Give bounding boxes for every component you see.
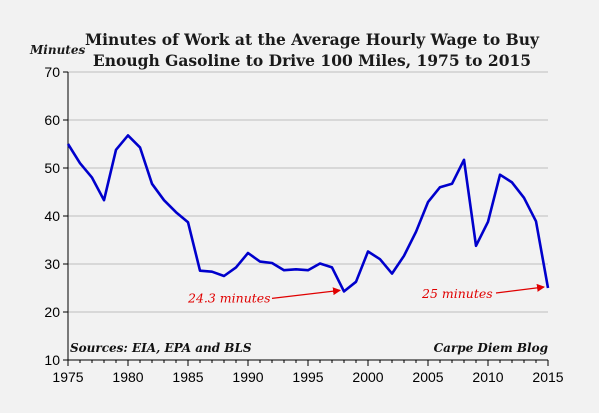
x-tick-label-1990: 1990	[232, 369, 263, 385]
annotations: 24.3 minutes 25 minutes	[187, 283, 545, 305]
annotation-arrow-1	[495, 283, 545, 294]
y-tick-label-60: 60	[44, 112, 60, 128]
x-tick-labels: 1975 1980 1985 1990 1995 2000 2005 2010 2015	[52, 369, 563, 385]
y-tick-label-10: 10	[44, 352, 60, 368]
x-tick-label-2010: 2010	[472, 369, 503, 385]
y-tick-labels: 10 20 30 40 50 60 70	[44, 64, 60, 368]
x-tick-label-1980: 1980	[112, 369, 143, 385]
x-tick-label-2005: 2005	[412, 369, 443, 385]
data-series	[66, 134, 550, 293]
chart-title-line-1: Minutes of Work at the Average Hourly Wa…	[85, 30, 540, 49]
y-tick-label-20: 20	[44, 304, 60, 320]
x-tick-label-1975: 1975	[52, 369, 83, 385]
axes	[63, 71, 549, 366]
y-tick-label-70: 70	[44, 64, 60, 80]
x-tick-label-1995: 1995	[292, 369, 323, 385]
y-tick-label-50: 50	[44, 160, 60, 176]
blog-credit: Carpe Diem Blog	[434, 341, 548, 355]
x-tick-label-2015: 2015	[532, 369, 563, 385]
annotation-arrow-0	[271, 287, 341, 300]
x-tick-label-2000: 2000	[352, 369, 383, 385]
sources-note: Sources: EIA, EPA and BLS	[70, 341, 252, 355]
x-tick-label-1985: 1985	[172, 369, 203, 385]
series-line-0	[66, 134, 550, 293]
chart-title-line-2: Enough Gasoline to Drive 100 Miles, 1975…	[93, 51, 531, 70]
annotation-label-1: 25 minutes	[421, 286, 493, 301]
y-tick-label-30: 30	[44, 256, 60, 272]
y-tick-label-40: 40	[44, 208, 60, 224]
y-axis-label: Minutes	[29, 43, 85, 57]
annotation-label-0: 24.3 minutes	[187, 290, 271, 305]
gridlines	[68, 71, 548, 313]
